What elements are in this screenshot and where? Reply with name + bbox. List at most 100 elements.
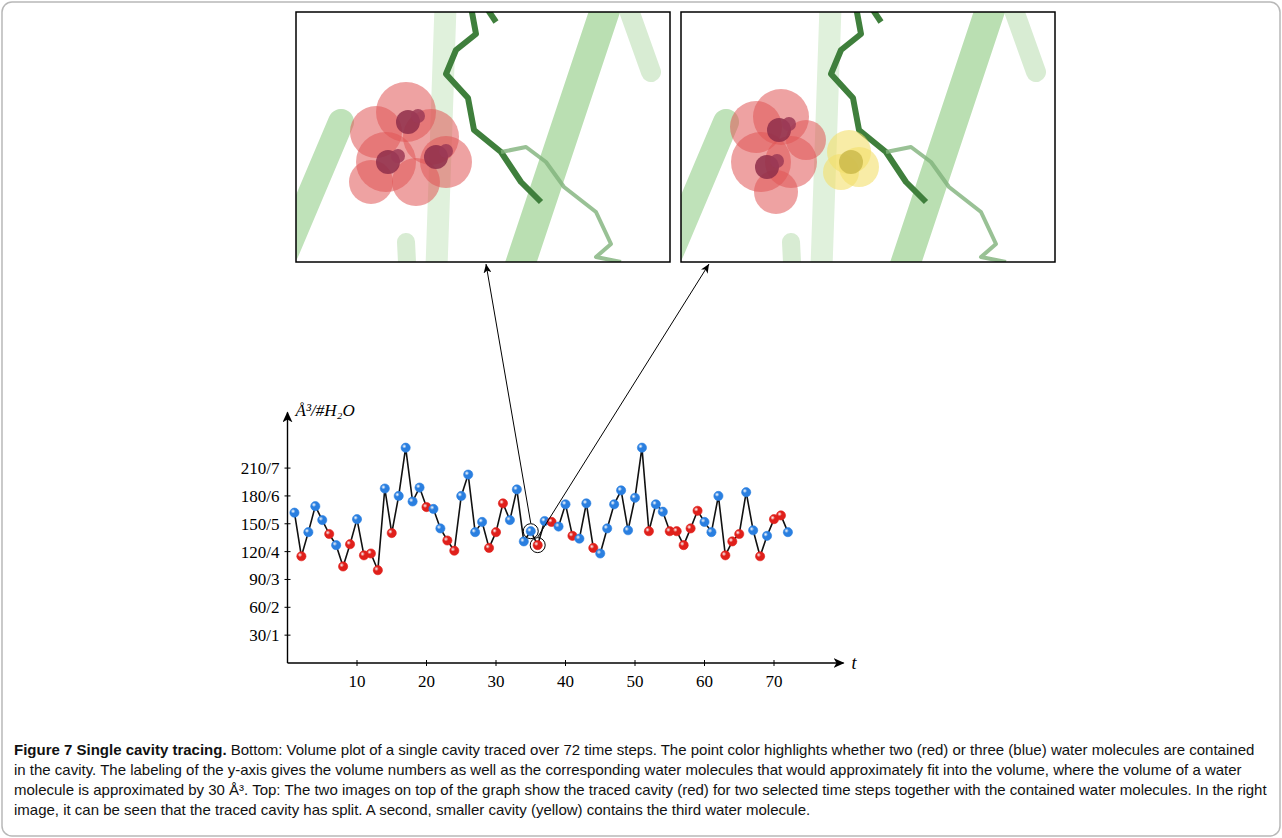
- x-tick-label: 20: [418, 672, 435, 691]
- highlight-arrow: [538, 264, 709, 537]
- data-point: [318, 515, 327, 524]
- data-point: [630, 493, 639, 502]
- x-tick: [565, 660, 566, 666]
- side-chain: [871, 12, 881, 22]
- figure: 1020304050607030/160/290/3120/4150/5180/…: [0, 0, 1282, 838]
- y-tick-label: 90/3: [249, 570, 279, 589]
- x-tick-label: 30: [488, 672, 505, 691]
- y-tick-label: 210/7: [241, 459, 280, 478]
- y-tick: [285, 523, 291, 524]
- data-point: [693, 506, 702, 515]
- data-point: [332, 541, 341, 550]
- data-point: [554, 522, 563, 531]
- y-tick: [285, 468, 291, 469]
- data-point: [533, 541, 542, 550]
- helix-tube: [296, 122, 341, 252]
- y-tick: [285, 495, 291, 496]
- data-point: [644, 527, 653, 536]
- y-axis: [287, 412, 288, 663]
- data-point: [582, 499, 591, 508]
- data-point: [373, 566, 382, 575]
- side-chain: [886, 147, 1006, 262]
- data-point: [505, 515, 514, 524]
- data-point: [610, 500, 619, 509]
- data-point: [408, 497, 417, 506]
- y-tick: [285, 635, 291, 636]
- data-point: [436, 524, 445, 533]
- x-tick: [635, 660, 636, 666]
- data-point: [679, 541, 688, 550]
- data-point: [742, 488, 751, 497]
- data-point: [484, 543, 493, 552]
- plot-area: [290, 443, 793, 575]
- data-point: [471, 528, 480, 537]
- x-tick-label: 10: [349, 672, 366, 691]
- helix-tube: [406, 242, 408, 262]
- data-point: [415, 483, 424, 492]
- data-point: [749, 526, 758, 535]
- data-point: [478, 517, 487, 526]
- data-point: [686, 524, 695, 533]
- x-tick-label: 60: [696, 672, 713, 691]
- x-tick: [774, 660, 775, 666]
- image-border: [296, 12, 670, 262]
- helix-tube: [626, 12, 651, 72]
- data-point: [450, 546, 459, 555]
- data-point: [617, 486, 626, 495]
- data-point: [401, 443, 410, 452]
- data-point: [637, 443, 646, 452]
- y-axis-title: Å³/#H₂O: [295, 401, 355, 420]
- helix-tube: [681, 122, 726, 252]
- side-chain: [501, 147, 621, 262]
- data-point: [290, 508, 299, 517]
- water-molecule: [391, 149, 405, 163]
- water-molecule: [839, 150, 863, 174]
- data-point: [603, 524, 612, 533]
- data-point: [498, 499, 507, 508]
- y-tick: [285, 579, 291, 580]
- data-point: [700, 517, 709, 526]
- volume-line: [294, 448, 787, 571]
- y-tick: [285, 607, 291, 608]
- data-point: [526, 527, 535, 536]
- image-border: [681, 12, 1055, 262]
- data-point: [345, 540, 354, 549]
- frame: [2, 2, 1280, 836]
- render-image: [681, 12, 1055, 262]
- data-point: [762, 531, 771, 540]
- data-point: [783, 528, 792, 537]
- data-point: [714, 491, 723, 500]
- render-image: [296, 12, 670, 262]
- helix-tube: [1011, 12, 1036, 72]
- data-point: [311, 502, 320, 511]
- data-point: [464, 470, 473, 479]
- water-molecule: [411, 109, 425, 123]
- helix-tube: [896, 12, 996, 262]
- data-point: [575, 534, 584, 543]
- x-tick-label: 40: [557, 672, 574, 691]
- y-tick-label: 150/5: [241, 515, 280, 534]
- y-tick-label: 60/2: [249, 598, 279, 617]
- y-tick-label: 120/4: [241, 543, 280, 562]
- data-point: [352, 515, 361, 524]
- data-point: [776, 511, 785, 520]
- x-tick-label: 50: [627, 672, 644, 691]
- x-tick-label: 70: [766, 672, 783, 691]
- water-molecule: [782, 117, 796, 131]
- side-chain: [486, 12, 496, 22]
- caption: Figure 7 Single cavity tracing. Bottom: …: [14, 740, 1268, 820]
- helix-tube: [511, 12, 611, 262]
- data-point: [512, 485, 521, 494]
- y-tick-label: 180/6: [241, 487, 280, 506]
- y-tick: [285, 551, 291, 552]
- data-point: [721, 551, 730, 560]
- data-point: [561, 500, 570, 509]
- caption-title: Figure 7 Single cavity tracing.: [14, 741, 227, 758]
- data-point: [304, 528, 313, 537]
- data-point: [651, 500, 660, 509]
- helix-tube: [791, 242, 793, 262]
- data-point: [735, 529, 744, 538]
- data-point: [443, 536, 452, 545]
- data-point: [380, 484, 389, 493]
- highlight-ring: [530, 538, 545, 553]
